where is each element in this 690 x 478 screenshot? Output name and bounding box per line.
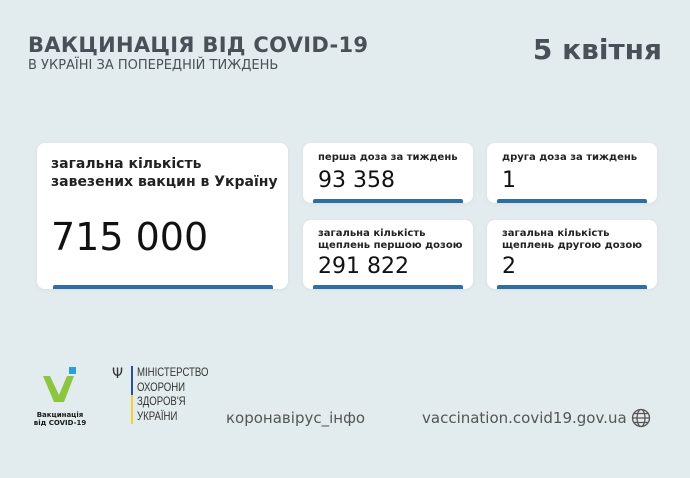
accent-bar <box>53 285 273 289</box>
stat-card-total-second-dose: загальна кількість щеплень другою дозою … <box>487 220 657 289</box>
trident-icon: Ψ <box>112 366 124 382</box>
accent-bar <box>497 199 647 203</box>
stat-label: загальна кількість щеплень першою дозою <box>318 228 463 251</box>
stat-label: друга доза за тиждень <box>502 152 638 163</box>
page-subtitle: В УКРАЇНІ ЗА ПОПЕРЕДНІЙ ТИЖДЕНЬ <box>28 58 279 73</box>
stat-label: загальна кількість щеплень другою дозою <box>502 228 642 251</box>
stat-label: перша доза за тиждень <box>318 152 458 163</box>
hashtag-text: коронавірус_інфо <box>226 409 366 427</box>
ministry-line: ЗДОРОВ'Я <box>137 394 186 408</box>
globe-icon <box>631 408 651 428</box>
vaccination-v-icon <box>43 367 76 402</box>
stat-value: 2 <box>502 254 516 279</box>
stat-card-total-first-dose: загальна кількість щеплень першою дозою … <box>303 220 473 289</box>
accent-bar <box>313 199 463 203</box>
page-title: ВАКЦИНАЦІЯ ВІД COVID-19 <box>28 33 369 57</box>
stat-value: 93 358 <box>318 168 395 193</box>
ministry-line: УКРАЇНИ <box>137 408 178 423</box>
accent-bar <box>313 285 463 289</box>
stat-card-second-dose-week: друга доза за тиждень 1 <box>487 143 657 203</box>
accent-bar <box>497 285 647 289</box>
ministry-line: МІНІСТЕРСТВО <box>137 365 209 379</box>
main-stat-card: загальна кількість завезених вакцин в Ук… <box>37 143 288 289</box>
main-stat-value: 715 000 <box>51 215 209 259</box>
date: 5 квітня <box>532 33 662 66</box>
vaccination-logo: Вакцинація від COVID-19 <box>30 364 94 428</box>
stat-value: 291 822 <box>318 254 409 279</box>
logo-text-1: Вакцинація <box>36 411 84 419</box>
logo-text-2: від COVID-19 <box>33 419 87 427</box>
main-stat-label: загальна кількість завезених вакцин в Ук… <box>51 156 278 190</box>
stat-value: 1 <box>502 168 516 193</box>
ministry-line: ОХОРОНИ <box>137 379 186 394</box>
stat-card-first-dose-week: перша доза за тиждень 93 358 <box>303 143 473 203</box>
ministry-divider <box>131 366 133 424</box>
website-link[interactable]: vaccination.covid19.gov.ua <box>422 409 627 427</box>
